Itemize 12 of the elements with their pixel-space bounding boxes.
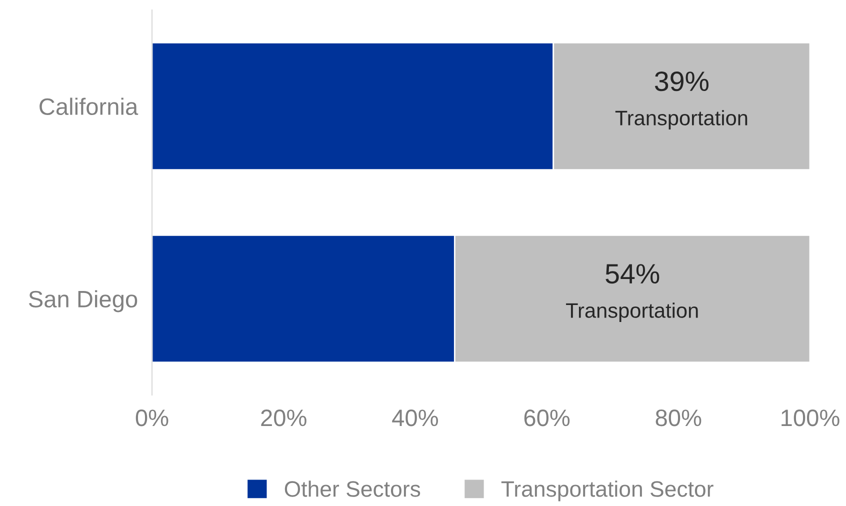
x-tick-label: 80% [656, 410, 702, 426]
data-label: 54% Transportation [566, 264, 698, 322]
data-label: 39% Transportation [615, 71, 748, 130]
x-tick-label: 40% [392, 410, 438, 426]
x-tick-label: 60% [524, 410, 570, 426]
legend-label: Other Sectors [284, 480, 420, 497]
y-tick-label: California [40, 98, 138, 116]
y-tick-label: San Diego [28, 290, 138, 312]
x-tick-label: 20% [261, 410, 306, 426]
legend-label: Transportation Sector [501, 480, 714, 502]
x-tick-label: 0% [136, 410, 168, 426]
x-tick-label: 100% [782, 410, 840, 426]
